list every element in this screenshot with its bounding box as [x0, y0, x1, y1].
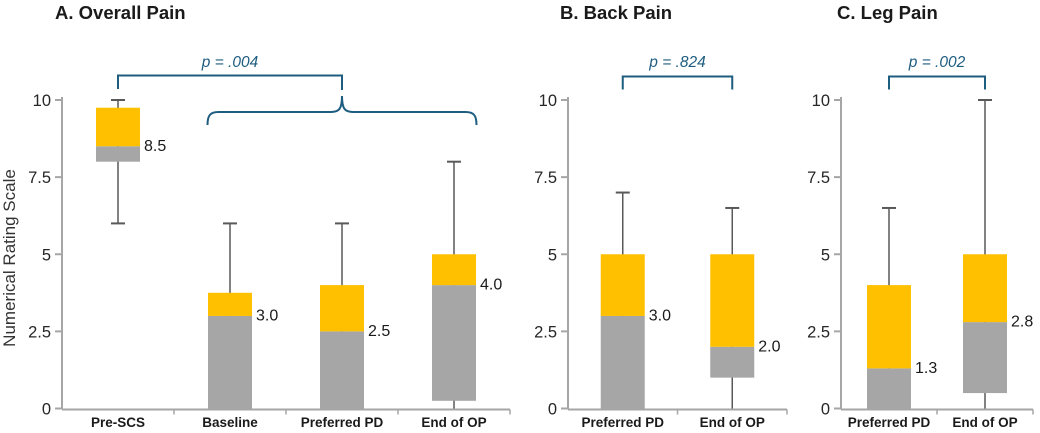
y-tick-label: 5 [42, 246, 51, 264]
median-value-label: 2.8 [1011, 314, 1033, 331]
x-category-label: End of OP [700, 415, 765, 430]
box-upper-yellow [867, 285, 911, 369]
median-value-label: 3.0 [649, 307, 671, 324]
significance-bracket [621, 75, 734, 90]
y-tick-label: 7.5 [807, 169, 830, 187]
box-upper-yellow [320, 285, 364, 332]
y-tick-label: 7.5 [534, 169, 557, 187]
box-lower-gray [600, 315, 645, 409]
y-tick-label: 5 [821, 246, 830, 264]
box-lower-gray [867, 368, 911, 409]
group-brace [206, 95, 478, 126]
box-upper-yellow [600, 254, 645, 316]
box-lower-gray [208, 315, 252, 409]
panel-title: A. Overall Pain [55, 2, 186, 23]
median-value-label: 3.0 [256, 307, 278, 324]
p-value-label: p = .004 [201, 54, 259, 71]
significance-bracket [888, 75, 986, 90]
p-value-label: p = .824 [648, 54, 706, 71]
x-category-label: End of OP [421, 415, 486, 430]
y-tick-label: 0 [548, 401, 557, 419]
x-category-label: Pre-SCS [91, 415, 145, 430]
median-value-label: 1.3 [915, 360, 937, 377]
x-category-label: End of OP [952, 415, 1017, 430]
y-tick-label: 2.5 [807, 323, 830, 341]
box-lower-gray [432, 285, 476, 401]
p-value-label: p = .002 [908, 54, 966, 71]
y-tick-label: 2.5 [534, 323, 557, 341]
x-category-label: Preferred PD [581, 415, 664, 430]
box-upper-yellow [710, 254, 755, 347]
x-category-label: Preferred PD [848, 415, 931, 430]
y-axis-title: Numerical Rating Scale [0, 169, 19, 347]
box-lower-gray [320, 331, 364, 409]
x-category-label: Baseline [202, 415, 258, 430]
box-upper-yellow [963, 254, 1007, 323]
median-value-label: 4.0 [480, 277, 502, 294]
panel-c-leg-pain: C. Leg Pain 0 2.5 5 7.5 10 1.3 Preferred PD 2.8 E… [807, 2, 1034, 430]
box-lower-gray [963, 322, 1007, 394]
panel-title: C. Leg Pain [837, 2, 938, 23]
y-tick-label: 10 [812, 92, 830, 110]
y-tick-label: 5 [548, 246, 557, 264]
y-tick-label: 7.5 [28, 169, 51, 187]
x-category-label: Preferred PD [301, 415, 384, 430]
box-upper-yellow [208, 292, 252, 316]
y-tick-label: 10 [33, 92, 51, 110]
box-lower-gray [96, 146, 140, 162]
box-upper-yellow [96, 107, 140, 147]
significance-bracket [117, 74, 343, 90]
panel-a-overall-pain: A. Overall Pain Numerical Rating Scale 0 2.… [0, 2, 511, 430]
median-value-label: 8.5 [144, 138, 166, 155]
y-tick-label: 2.5 [28, 323, 51, 341]
y-tick-label: 10 [539, 92, 557, 110]
median-value-label: 2.5 [368, 323, 390, 340]
y-tick-label: 0 [821, 401, 830, 419]
box-upper-yellow [432, 254, 476, 286]
box-lower-gray [710, 346, 755, 378]
panel-title: B. Back Pain [560, 2, 672, 23]
panel-b-back-pain: B. Back Pain 0 2.5 5 7.5 10 3.0 Preferred PD 2.0… [534, 2, 788, 430]
y-tick-label: 0 [42, 401, 51, 419]
median-value-label: 2.0 [758, 338, 780, 355]
